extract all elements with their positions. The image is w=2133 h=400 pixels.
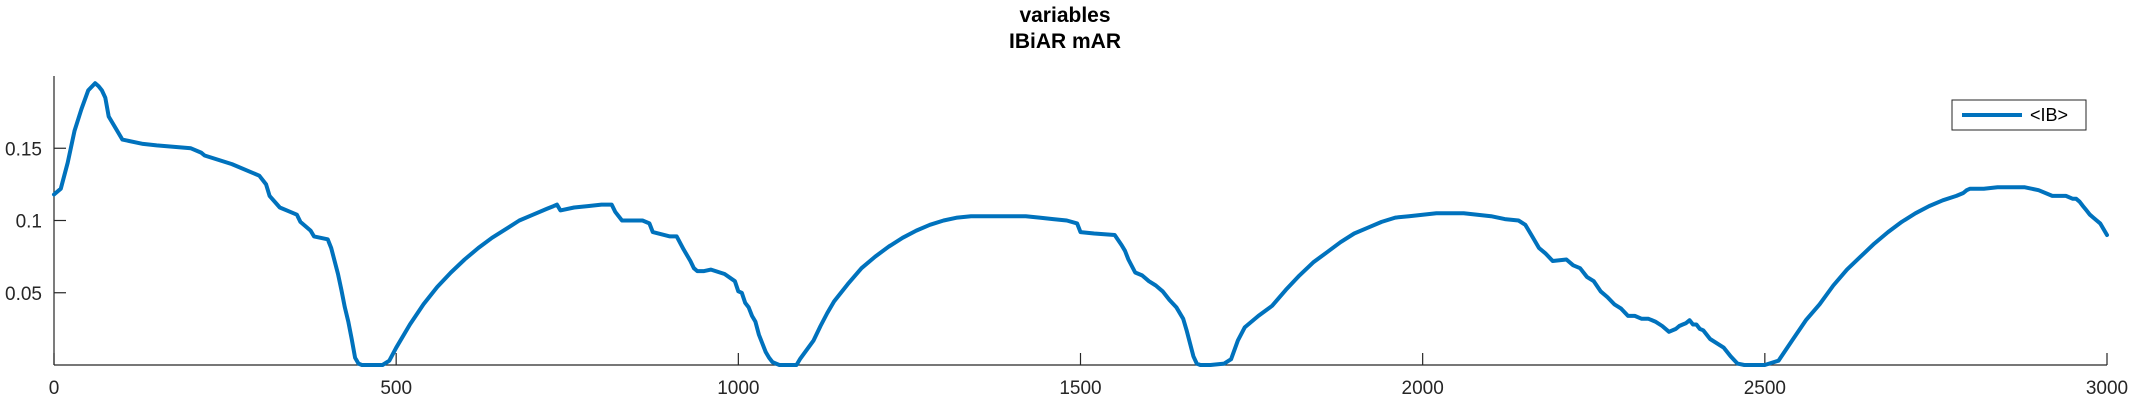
x-axis-ticks: 0 500 1000 1500 2000 2500 3000 [49,353,2128,399]
x-tick-label: 2500 [1744,378,1786,399]
y-tick-label: 0.15 [5,139,42,160]
x-tick-label: 0 [49,378,60,399]
y-tick-label: 0.1 [16,212,42,233]
series-group [52,81,2109,367]
chart-subtitle: IBiAR mAR [1009,30,1121,53]
x-tick-label: 2000 [1402,378,1444,399]
series-line [52,81,2109,367]
y-tick-label: 0.05 [5,284,42,305]
x-tick-label: 3000 [2086,378,2128,399]
y-axis-ticks: 0.05 0.1 0.15 [5,139,66,305]
legend-entry-label: <IB> [2030,105,2068,125]
legend: <IB> [1951,99,2087,131]
x-tick-label: 500 [380,378,412,399]
x-tick-label: 1500 [1059,378,1101,399]
x-tick-label: 1000 [717,378,759,399]
plot-axes [53,76,2107,366]
chart-title: variables [1019,4,1110,27]
